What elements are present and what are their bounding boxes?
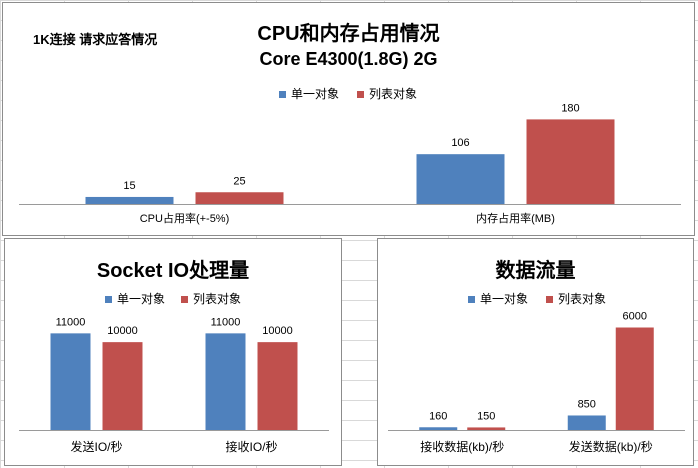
bar-1-1 — [419, 427, 458, 430]
data-flow-bar-chart: 单一对象 列表对象 160 150 接收数据(kb)/秒 850 6000 发送数据(kb)/… — [388, 292, 685, 454]
legend-label-1: 单一对象 — [291, 87, 339, 101]
legend-swatch-2 — [357, 91, 364, 98]
bar-1-2 — [102, 342, 143, 430]
data-label-2-1: 850 — [578, 398, 596, 410]
category-label-2: 接收IO/秒 — [225, 439, 277, 454]
data-label-1-2: 150 — [477, 410, 495, 422]
cpu-memory-chart-panel: 1K连接 请求应答情况 CPU和内存占用情况 Core E4300(1.8G) … — [2, 2, 695, 236]
socket-io-chart-panel: Socket IO处理量 单一对象 列表对象 11000 10000 发送IO/秒 110… — [4, 238, 342, 466]
legend-swatch-1 — [105, 296, 112, 303]
chart-title: 数据流量 — [495, 260, 576, 282]
data-label-1-1: 15 — [123, 180, 135, 192]
socket-io-bar-chart: 单一对象 列表对象 11000 10000 发送IO/秒 11000 10000 接收IO/秒 — [19, 292, 329, 454]
chart-title-line2: Core E4300(1.8G) 2G — [259, 49, 438, 69]
category-label-1: 发送IO/秒 — [70, 439, 122, 454]
cpu-memory-bar-chart: 单一对象 列表对象 15 25 CPU占用率(+-5%) 106 180 内存占用率(MB) — [19, 87, 681, 225]
data-label-1-1: 160 — [429, 410, 447, 422]
data-label-1-2: 25 — [233, 175, 245, 187]
bar-1-1 — [50, 333, 91, 430]
bar-2-1 — [205, 333, 246, 430]
bar-1-1 — [85, 196, 174, 204]
category-label-2: 内存占用率(MB) — [476, 211, 555, 225]
data-label-2-1: 11000 — [211, 316, 241, 328]
bar-2-1 — [567, 415, 606, 430]
bar-2-2 — [526, 119, 615, 204]
bar-2-1 — [416, 154, 505, 204]
bar-1-2 — [467, 427, 506, 430]
category-label-2: 发送数据(kb)/秒 — [569, 439, 653, 454]
data-label-2-2: 6000 — [623, 311, 647, 323]
legend-swatch-1 — [468, 296, 475, 303]
bar-2-2 — [615, 327, 654, 430]
legend-label-1: 单一对象 — [117, 292, 165, 306]
data-label-2-2: 10000 — [262, 325, 293, 337]
legend-swatch-2 — [546, 296, 553, 303]
bar-2-2 — [257, 342, 298, 430]
legend-swatch-1 — [279, 91, 286, 98]
data-flow-chart-panel: 数据流量 单一对象 列表对象 160 150 接收数据(kb)/秒 850 6000 发送数据… — [377, 238, 694, 466]
category-label-1: CPU占用率(+-5%) — [140, 211, 230, 225]
chart-note: 1K连接 请求应答情况 — [33, 32, 158, 47]
chart-title-line1: CPU和内存占用情况 — [257, 23, 440, 45]
legend-label-1: 单一对象 — [480, 292, 528, 306]
data-label-2-1: 106 — [451, 137, 469, 149]
data-label-1-1: 11000 — [56, 316, 86, 328]
data-label-1-2: 10000 — [107, 325, 138, 337]
category-label-1: 接收数据(kb)/秒 — [420, 439, 504, 454]
legend-label-2: 列表对象 — [193, 292, 241, 306]
data-label-2-2: 180 — [561, 102, 579, 114]
legend-label-2: 列表对象 — [369, 87, 417, 101]
chart-title: Socket IO处理量 — [96, 260, 250, 282]
legend-swatch-2 — [181, 296, 188, 303]
bar-1-2 — [195, 192, 284, 204]
legend-label-2: 列表对象 — [558, 292, 606, 306]
